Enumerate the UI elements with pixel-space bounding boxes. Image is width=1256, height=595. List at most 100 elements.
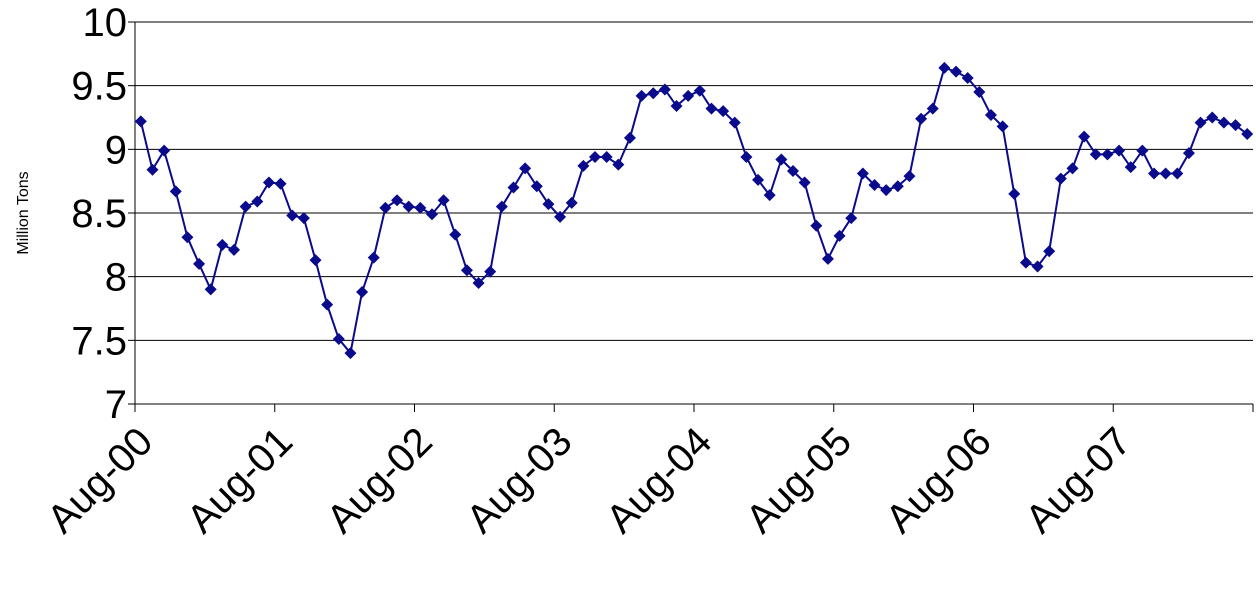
marker	[193, 257, 206, 270]
marker	[798, 176, 811, 189]
marker	[1031, 260, 1044, 273]
marker	[1054, 172, 1067, 185]
marker	[1101, 148, 1114, 161]
marker	[752, 173, 765, 186]
y-tick-label: 7	[105, 383, 127, 427]
marker	[740, 150, 753, 163]
marker	[915, 112, 928, 125]
marker	[1148, 167, 1161, 180]
marker	[1043, 245, 1056, 258]
marker	[367, 251, 380, 264]
marker	[821, 252, 834, 265]
y-tick-label: 8	[105, 256, 127, 300]
marker	[414, 201, 427, 214]
marker	[239, 200, 252, 213]
marker	[251, 195, 264, 208]
marker	[880, 184, 893, 197]
marker	[1136, 144, 1149, 157]
y-tick-label: 9	[105, 128, 127, 172]
marker	[682, 89, 695, 102]
marker	[356, 285, 369, 298]
marker	[1113, 144, 1126, 157]
x-tick-label: Aug-07	[1017, 419, 1139, 541]
marker	[1206, 111, 1219, 124]
marker	[728, 116, 741, 129]
x-tick-label: Aug-04	[598, 419, 720, 541]
marker	[658, 83, 671, 96]
marker	[262, 176, 275, 189]
marker	[670, 100, 683, 113]
marker	[519, 162, 532, 175]
x-tick-label: Aug-00	[39, 419, 161, 541]
y-tick-label: 8.5	[71, 192, 127, 236]
marker	[391, 194, 404, 207]
marker	[623, 131, 636, 144]
marker	[926, 102, 939, 115]
marker	[810, 219, 823, 232]
marker	[484, 265, 497, 278]
marker	[635, 89, 648, 102]
marker	[332, 333, 345, 346]
marker	[344, 347, 357, 360]
y-tick-label: 9.5	[71, 65, 127, 109]
marker	[204, 283, 217, 296]
marker	[868, 178, 881, 191]
marker	[274, 177, 287, 190]
marker	[286, 209, 299, 222]
marker	[554, 210, 567, 223]
marker	[891, 180, 904, 193]
y-axis-label: Million Tons	[15, 171, 32, 254]
marker	[530, 180, 543, 193]
marker	[938, 61, 951, 74]
marker	[705, 102, 718, 115]
marker	[460, 264, 473, 277]
marker	[693, 84, 706, 97]
marker	[1008, 187, 1021, 200]
marker	[297, 212, 310, 225]
marker	[169, 185, 182, 198]
marker	[449, 228, 462, 241]
marker	[717, 105, 730, 118]
marker	[961, 72, 974, 85]
marker	[589, 150, 602, 163]
marker	[786, 164, 799, 177]
marker	[146, 163, 159, 176]
marker	[1159, 167, 1172, 180]
marker	[158, 144, 171, 157]
marker	[903, 170, 916, 183]
marker	[216, 238, 229, 251]
y-tick-label: 10	[83, 1, 128, 45]
marker	[856, 167, 869, 180]
marker	[542, 198, 555, 211]
marker	[1066, 162, 1079, 175]
marker	[612, 158, 625, 171]
marker	[647, 87, 660, 100]
marker	[227, 243, 240, 256]
marker	[984, 108, 997, 121]
marker	[472, 277, 485, 290]
marker	[973, 86, 986, 99]
marker	[833, 229, 846, 242]
marker	[321, 298, 334, 311]
marker	[600, 150, 613, 163]
marker	[1182, 147, 1195, 160]
marker	[775, 153, 788, 166]
x-tick-label: Aug-03	[458, 419, 580, 541]
marker	[437, 194, 450, 207]
marker	[1171, 167, 1184, 180]
marker	[845, 212, 858, 225]
marker	[1194, 116, 1207, 129]
x-tick-label: Aug-06	[878, 419, 1000, 541]
marker	[309, 254, 322, 267]
marker	[1217, 116, 1230, 129]
y-tick-label: 7.5	[71, 319, 127, 363]
marker	[1124, 161, 1137, 174]
marker	[1078, 130, 1091, 143]
marker	[1241, 128, 1254, 141]
marker	[1019, 256, 1032, 269]
marker	[1229, 119, 1242, 132]
marker	[950, 65, 963, 78]
x-tick-label: Aug-02	[319, 419, 441, 541]
marker	[577, 159, 590, 172]
